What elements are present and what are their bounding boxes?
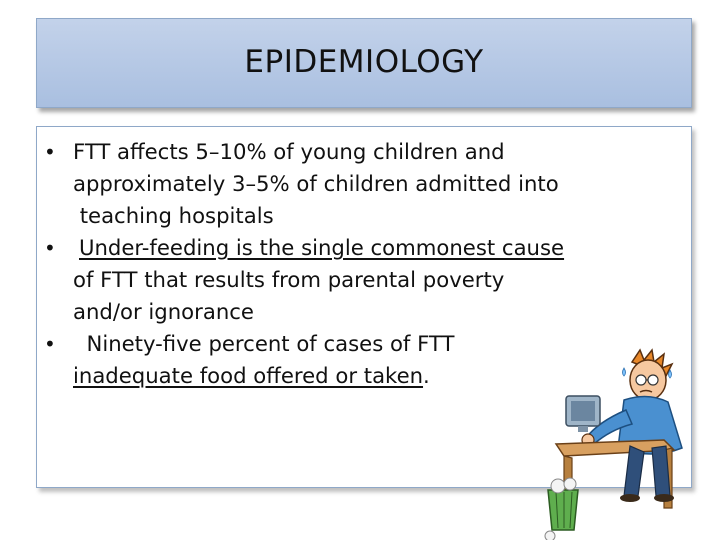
bullet-dot-icon: •	[44, 332, 56, 356]
list-item: • Under-feeding is the single commonest …	[40, 232, 680, 328]
bullet-dot-icon: •	[44, 140, 56, 164]
bullet-line: of FTT that results from parental povert…	[73, 267, 505, 292]
bullet-line: Under-feeding is the single commonest ca…	[73, 232, 680, 264]
underlined-text: inadequate food offered or taken	[73, 363, 424, 388]
bullet-line: teaching hospitals	[73, 203, 274, 228]
bullet-line: FTT affects 5–10% of young children and	[73, 139, 505, 164]
bullet-line: Ninety-five percent of cases of FTT	[73, 331, 455, 356]
period-text: .	[423, 363, 430, 388]
underlined-text: Under-feeding is the single commonest ca…	[79, 235, 565, 260]
list-item: • FTT affects 5–10% of young children an…	[40, 136, 680, 232]
bullet-line: approximately 3–5% of children admitted …	[73, 171, 559, 196]
slide-title: EPIDEMIOLOGY	[244, 44, 484, 80]
bullet-line: and/or ignorance	[73, 299, 254, 324]
bullet-list: • FTT affects 5–10% of young children an…	[40, 136, 680, 392]
bullet-line: inadequate food offered or taken.	[73, 360, 680, 392]
title-banner: EPIDEMIOLOGY	[36, 18, 692, 108]
list-item: • Ninety-five percent of cases of FTT in…	[40, 328, 680, 392]
bullet-dot-icon: •	[44, 236, 56, 260]
stressed-man-at-computer-icon	[544, 348, 683, 540]
